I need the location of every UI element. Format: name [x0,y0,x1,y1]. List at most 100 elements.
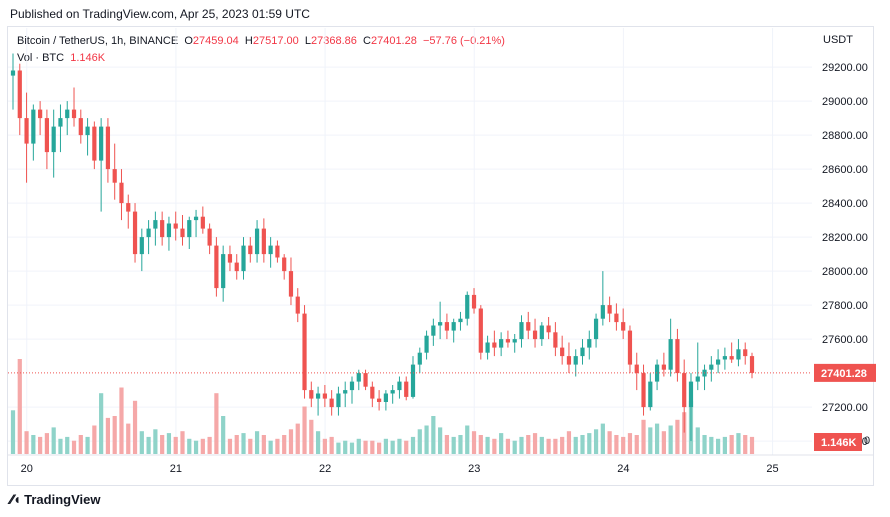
volume-bar [546,438,551,454]
volume-bar [295,423,300,454]
candle-body [132,211,138,255]
candle-body [390,390,395,394]
candle-body [200,216,205,229]
candle-body [404,381,409,397]
candle-body [532,330,538,340]
candle-body [736,349,741,360]
symbol-label[interactable]: Bitcoin / TetherUS, 1h, BINANCE [17,35,179,47]
volume-bar [370,440,375,454]
volume-bar [227,438,233,454]
candle-body [248,245,253,255]
volume-bar [627,433,633,454]
candle-body [343,390,348,394]
last-volume-label: 1.146K [821,437,857,449]
volume-value: 1.146K [70,52,106,64]
volume-bar [743,435,748,454]
candle-body [377,398,382,402]
volume-bar [458,435,463,454]
volume-bar [180,431,185,454]
volume-bar [485,436,490,454]
volume-bar [126,423,131,454]
candle-body [51,126,56,153]
change-value: −57.76 (−0.21%) [422,35,505,47]
volume-bar [519,436,524,454]
candle-body [560,347,565,357]
volume-bar [349,442,355,454]
candle-body [356,373,361,382]
volume-bar [709,436,714,454]
candle-body [397,381,402,391]
chart-frame [7,26,874,486]
candle-body [153,220,158,229]
volume-bar [343,440,348,454]
candle-body [431,325,436,336]
candle-body [627,330,633,365]
volume-bar [471,431,477,454]
candle-body [621,322,626,331]
candle-body [349,381,355,391]
volume-bar [600,423,605,454]
volume-bar [621,436,626,454]
volume-bar [465,425,470,454]
last-price-badge [814,363,876,382]
volume-bar [173,436,178,454]
volume-bar [119,387,124,454]
volume-label[interactable]: Vol · BTC [17,52,65,64]
volume-bar [356,438,361,454]
candle-body [383,393,388,402]
volume-bar [729,435,734,454]
volume-bar [593,429,599,454]
candle-body [458,318,463,323]
candle-body [187,220,192,238]
volume-bar [261,435,266,454]
low-label: L [304,35,311,47]
volume-axis-zero: 0 [864,435,870,447]
volume-bar [132,400,138,454]
y-tick-label: 29200.00 [822,62,868,74]
volume-bar [322,438,327,454]
candle-body [193,216,199,221]
candle-body [648,381,653,408]
tradingview-brand[interactable]: ⁄⁄◖ TradingView [10,491,100,507]
volume-bar [715,438,721,454]
candle-body [295,296,300,314]
volume-bar [78,435,83,454]
volume-bar [329,436,334,454]
volume-bar [268,440,273,454]
volume-bar [254,431,260,454]
volume-bar [187,438,192,454]
last-price-label: 27401.28 [821,368,867,380]
volume-bar [695,427,700,454]
volume-bar [410,436,416,454]
candle-body [587,339,592,348]
candle-body [471,294,477,309]
candle-body [160,220,165,238]
volume-bar [92,425,97,454]
volume-bar [505,438,511,454]
candle-body [261,228,266,255]
published-caption: Published on TradingView.com, Apr 25, 20… [10,7,310,21]
candle-body [492,342,497,348]
volume-legend: Vol · BTC 1.146K [17,52,105,64]
candle-body [112,169,117,183]
candle-body [715,359,721,365]
volume-bar [438,427,443,454]
candle-body [539,325,544,340]
y-tick-label: 28600.00 [822,164,868,176]
volume-bar [512,440,517,454]
volume-bar [200,438,205,454]
volume-bar [397,438,402,454]
candle-body [600,305,605,319]
volume-bar [566,431,572,454]
volume-bar [288,429,294,454]
candle-body [146,228,151,238]
volume-bar [65,436,70,454]
volume-bar [654,423,660,454]
volume-bar [221,416,226,454]
candle-body [478,308,483,353]
candle-body [512,339,517,343]
candle-body [65,109,70,119]
y-tick-label: 28000.00 [822,266,868,278]
volume-bar [634,435,639,454]
